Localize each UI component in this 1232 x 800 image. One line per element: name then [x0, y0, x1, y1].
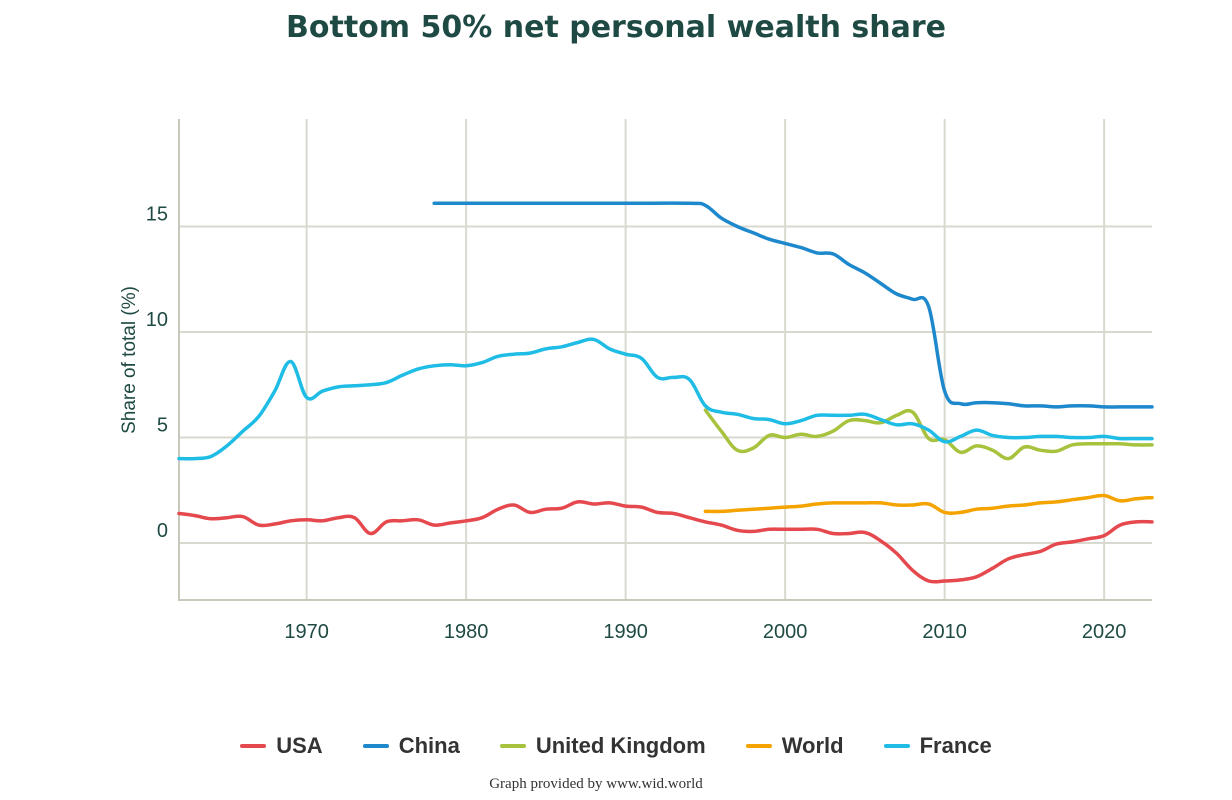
legend: USA China United Kingdom World France [0, 733, 1232, 759]
x-tick-label: 1980 [444, 621, 489, 643]
legend-label: USA [276, 733, 323, 758]
legend-swatch-icon [362, 744, 389, 748]
legend-label: World [781, 733, 844, 758]
x-tick-label: 1990 [603, 621, 648, 643]
chart-title: Bottom 50% net personal wealth share [286, 10, 946, 45]
y-axis-title: Share of total (%) [119, 286, 140, 434]
x-tick-label: 2020 [1082, 621, 1127, 643]
y-tick-label: 10 [146, 309, 168, 331]
series-line-china[interactable] [432, 201, 1154, 409]
legend-item-france[interactable]: France [883, 733, 992, 759]
legend-swatch-icon [745, 744, 772, 748]
x-tick-label: 2010 [922, 621, 967, 643]
grid-lines [179, 119, 1152, 600]
legend-label: China [398, 733, 460, 758]
legend-item-usa[interactable]: USA [240, 733, 323, 759]
legend-item-china[interactable]: China [362, 733, 460, 759]
axes [178, 119, 1152, 601]
legend-swatch-icon [240, 744, 267, 748]
series-line-usa[interactable] [177, 500, 1154, 584]
legend-swatch-icon [499, 744, 526, 748]
credit-text: Graph provided by www.wid.world [489, 776, 703, 792]
series-line-world[interactable] [703, 493, 1154, 515]
y-tick-label: 5 [157, 415, 168, 437]
series-lines [177, 201, 1154, 584]
legend-item-united-kingdom[interactable]: United Kingdom [499, 733, 706, 759]
series-line-united-kingdom[interactable] [703, 408, 1154, 461]
x-tick-label: 2000 [763, 621, 808, 643]
x-tick-label: 1970 [284, 621, 329, 643]
legend-item-world[interactable]: World [745, 733, 844, 759]
series-line-france[interactable] [177, 337, 1154, 461]
legend-swatch-icon [883, 744, 910, 748]
y-tick-label: 0 [157, 520, 168, 542]
legend-label: France [919, 733, 992, 758]
legend-label: United Kingdom [535, 733, 706, 758]
tick-labels: 1970 1980 1990 2000 2010 2020 0 5 10 15 [146, 204, 1127, 644]
y-tick-label: 15 [146, 204, 168, 226]
